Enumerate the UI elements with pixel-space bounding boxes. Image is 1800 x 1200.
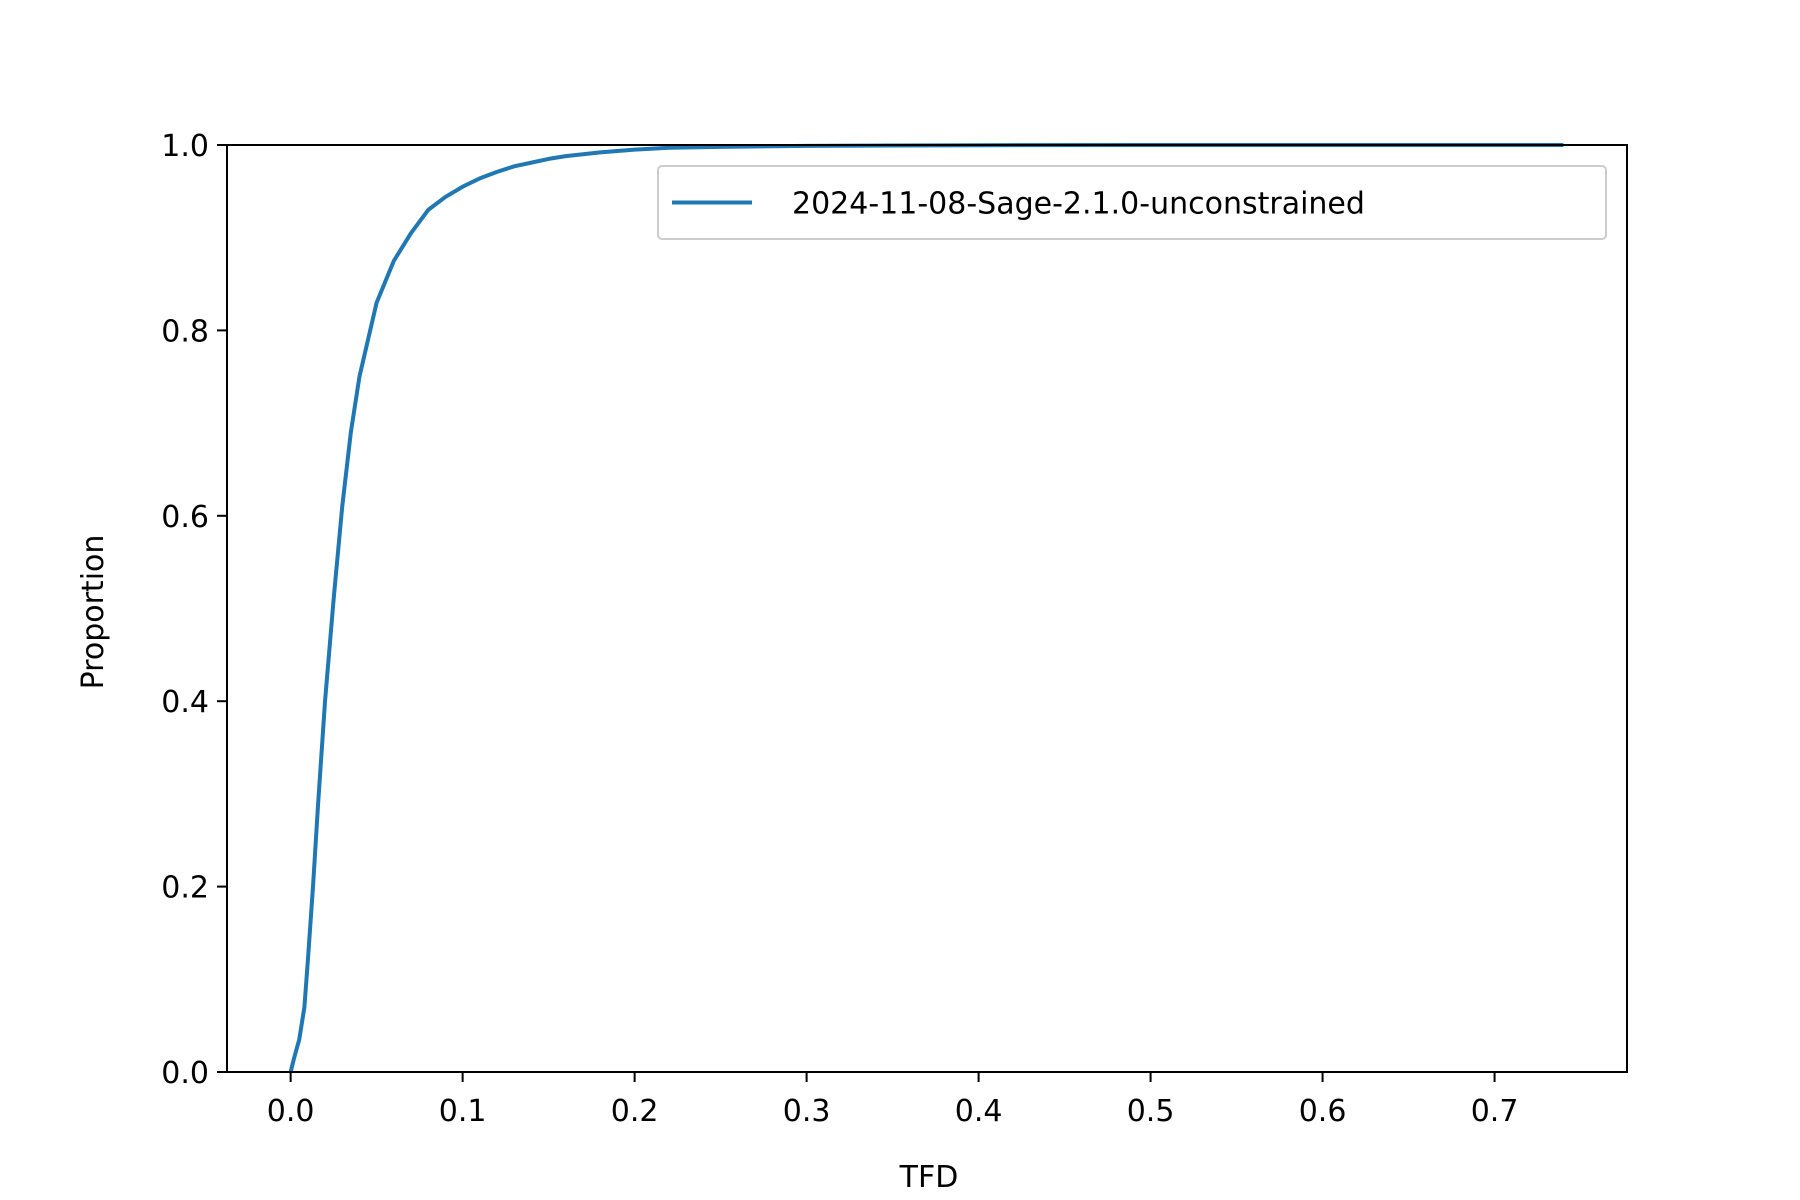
y-tick-label: 1.0 [161,129,209,164]
y-tick-label: 0.0 [161,1056,209,1091]
x-axis-title: TFD [899,1160,959,1195]
axes-frame [226,144,1628,1073]
x-tick-label: 0.6 [1299,1094,1347,1129]
legend-label: 2024-11-08-Sage-2.1.0-unconstrained [792,187,1365,222]
legend: 2024-11-08-Sage-2.1.0-unconstrained [657,165,1607,240]
x-axis: 0.0 0.1 0.2 0.3 0.4 0.5 0.6 0.7 [267,1072,1519,1129]
y-tick-label: 0.6 [161,500,209,535]
y-axis-title: Proportion [76,535,111,690]
y-tick-label: 0.2 [161,871,209,906]
x-tick-label: 0.4 [955,1094,1003,1129]
x-tick-label: 0.1 [439,1094,487,1129]
x-tick-label: 0.5 [1127,1094,1175,1129]
y-axis: 0.0 0.2 0.4 0.6 0.8 1.0 [161,129,227,1091]
legend-box [657,165,1607,240]
x-tick-label: 0.7 [1471,1094,1519,1129]
y-tick-label: 0.4 [161,685,209,720]
x-tick-label: 0.2 [611,1094,659,1129]
plot-area [226,143,1628,1073]
y-tick-label: 0.8 [161,314,209,349]
x-tick-label: 0.0 [267,1094,315,1129]
x-tick-label: 0.3 [783,1094,831,1129]
